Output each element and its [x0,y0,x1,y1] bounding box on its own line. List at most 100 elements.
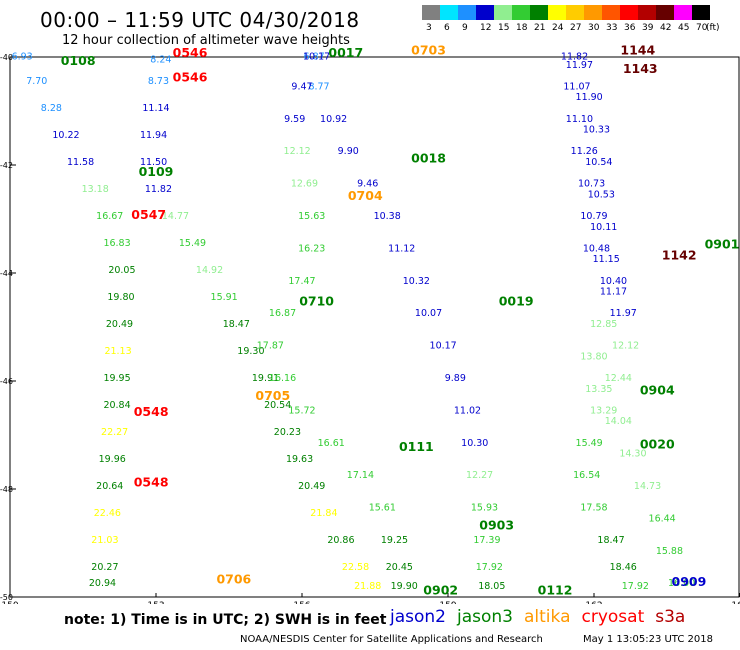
wave-height-reading: 15.49 [179,238,206,249]
wave-height-reading: 20.05 [108,265,135,276]
generated-timestamp: May 1 13:05:23 UTC 2018 [583,634,713,645]
wave-height-reading: 22.46 [94,508,121,519]
wave-height-reading: 15.49 [576,438,603,449]
pass-time-label: 0902 [423,582,458,597]
wave-height-reading: 11.17 [600,287,627,298]
pass-time-label: 0548 [134,474,169,489]
wave-height-reading: 14.30 [619,449,646,460]
wave-height-reading: 9.89 [445,373,466,384]
wave-height-reading: 20.45 [386,562,413,573]
lon-tick-label: 153 [147,601,164,604]
wave-height-reading: 22.27 [101,427,128,438]
wave-height-reading: 16.44 [649,513,676,524]
wave-height-reading: 20.49 [106,319,133,330]
satellite-name-jason2: jason2 [390,607,446,627]
lat-tick-label: -46 [0,377,13,386]
map-subtitle: 12 hour collection of altimeter wave hei… [62,33,350,48]
wave-height-reading: 19.95 [103,373,130,384]
wave-height-reading: 21.03 [91,535,118,546]
lat-tick-label: -50 [0,593,13,602]
legend-label: 70 [696,23,708,33]
wave-height-reading: 16.87 [269,308,296,319]
satellite-key: jason2 jason3 altika cryosat s3a [390,607,696,627]
legend-label: 12 [480,23,492,33]
lon-tick-label: 162 [585,601,602,604]
pass-time-label: 0019 [499,293,534,308]
map-frame [9,56,740,598]
wave-height-reading: 10.48 [583,243,610,254]
wave-height-reading: 11.90 [576,92,603,103]
legend-swatch [440,5,458,20]
units-note: note: 1) Time is in UTC; 2) SWH is in fe… [64,612,387,628]
wave-height-reading: 11.14 [142,103,169,114]
wave-height-reading: 18.47 [223,319,250,330]
satellite-tracks: 6.93 7.70 8.28 10.22 11.58 13.18 16.67 16.83 20.… [12,52,696,592]
axis-tick-labels: 150 153 156 159 162 165 -40 -42 -44 -46 -48 -50 [0,53,740,604]
pass-time-label: 0710 [299,293,334,308]
legend-label: 45 [678,23,690,33]
wave-height-reading: 11.02 [454,405,481,416]
wave-height-reading: 15.93 [471,503,498,514]
wave-height-reading: 21.88 [354,581,381,592]
pass-time-label: 1144 [620,42,655,57]
lon-tick-label: 150 [1,601,18,604]
wave-height-reading: 9.47 [291,81,312,92]
wave-height-reading: 10.32 [403,276,430,287]
wave-height-reading: 9.59 [284,114,305,125]
wave-height-reading: 10.73 [578,179,605,190]
legend-swatch [674,5,692,20]
wave-height-reading: 10.30 [461,438,488,449]
wave-height-reading: 11.15 [593,254,620,265]
wave-height-reading: 13.35 [585,384,612,395]
altimeter-map: 6.93 7.70 8.28 10.22 11.58 13.18 16.67 16.83 20.… [0,42,740,604]
legend-label: 6 [444,23,450,33]
legend-swatch [476,5,494,20]
wave-height-reading: 17.14 [347,470,374,481]
pass-time-label: 0546 [173,69,208,84]
wave-height-reading: 20.54 [264,400,291,411]
wave-height-reading: 8.77 [308,81,329,92]
wave-height-reading: 13.29 [590,405,617,416]
wave-height-reading: 11.26 [571,146,598,157]
wave-height-reading: 16.61 [318,438,345,449]
satellite-name-cryosat: cryosat [581,607,645,627]
lat-tick-label: -48 [0,485,13,494]
wave-height-reading: 13.80 [580,351,607,362]
wave-height-reading: 11.97 [610,308,637,319]
wave-height-reading: 16.16 [269,373,296,384]
wave-height-reading: 6.93 [12,52,33,63]
wave-height-reading: 20.94 [89,578,116,589]
wave-height-reading: 15.61 [369,503,396,514]
lat-tick-label: -40 [0,53,13,62]
pass-time-label: 0705 [255,388,290,403]
wave-height-reading: 11.12 [388,243,415,254]
pass-time-label: 0903 [479,518,514,533]
legend-swatch [656,5,674,20]
lon-tick-label: 159 [439,601,456,604]
wave-height-reading: 17.39 [473,535,500,546]
wave-height-reading: 10.79 [580,211,607,222]
wave-height-reading: 14.92 [196,265,223,276]
wave-height-reading: 19.63 [286,454,313,465]
wave-height-reading: 18.47 [597,535,624,546]
wave-height-reading: 19.80 [107,292,134,303]
pass-time-label: 1143 [623,61,658,76]
wave-height-reading: 11.07 [563,81,590,92]
wave-height-reading: 16.54 [573,470,600,481]
legend-unit: (ft) [706,23,720,33]
wave-height-reading: 11.82 [561,52,588,63]
legend-swatch [638,5,656,20]
wave-height-reading: 16.67 [96,211,123,222]
wave-height-reading: 11.50 [140,157,167,168]
wave-height-reading: 17.47 [288,276,315,287]
pass-time-label: 1142 [662,248,697,263]
map-footer: note: 1) Time is in UTC; 2) SWH is in fe… [0,604,740,650]
wave-height-reading: 10.38 [374,211,401,222]
wave-height-reading: 10.33 [583,125,610,136]
legend-swatch [494,5,512,20]
wave-height-reading: 13.18 [82,184,109,195]
wave-height-reading: 11.94 [140,130,167,141]
legend-swatch [548,5,566,20]
wave-height-reading: 20.86 [327,535,354,546]
wave-height-reading: 20.49 [298,481,325,492]
